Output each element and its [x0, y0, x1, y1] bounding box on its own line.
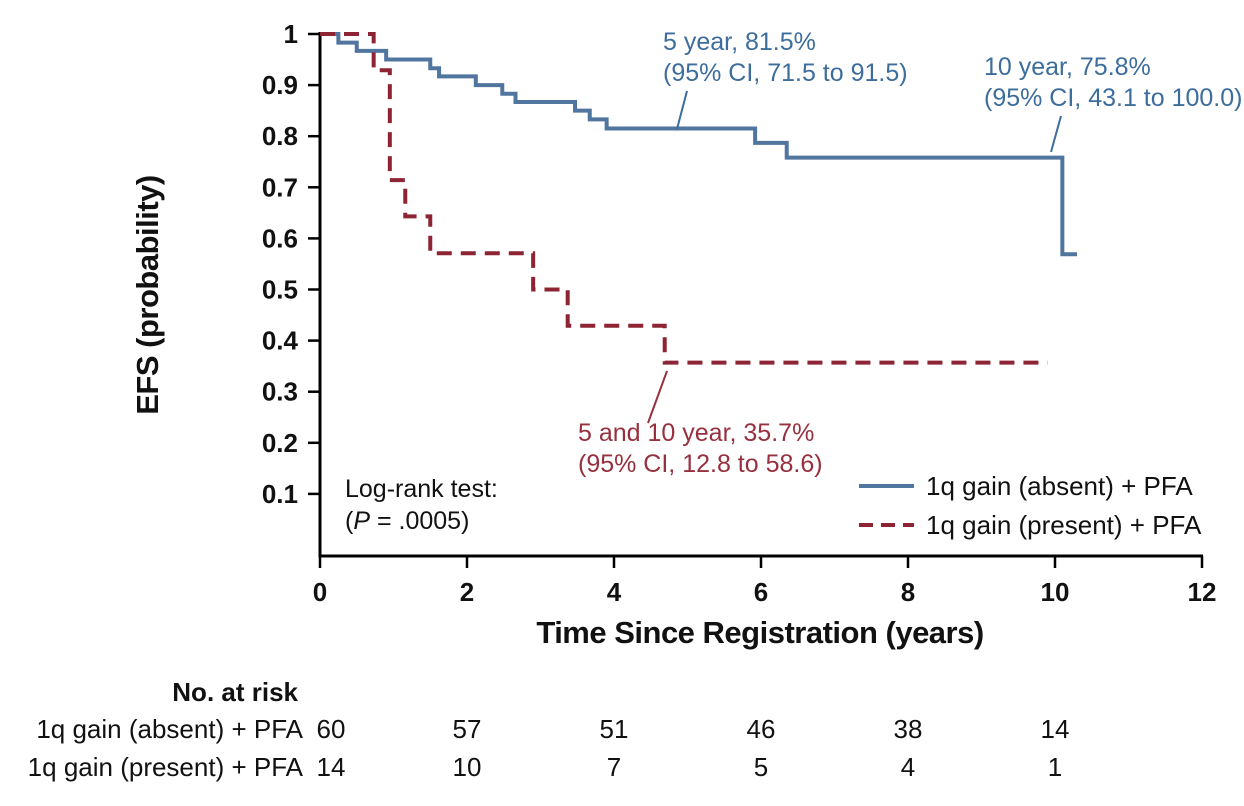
annotation-10-year-line1: 10 year, 75.8%: [984, 53, 1151, 81]
logrank-paren-open: (: [345, 507, 354, 535]
legend-label-absent: 1q gain (absent) + PFA: [926, 471, 1193, 501]
y-axis-ticks: 1 0.9 0.8 0.7 0.6 0.5 0.4 0.3 0.2 0.1: [262, 19, 320, 509]
leader-line-present-group: [647, 370, 668, 424]
logrank-p-value: (P = .0005): [345, 507, 469, 535]
annotation-10-year-line2: (95% CI, 43.1 to 100.0): [984, 84, 1242, 112]
km-curve-1q-gain-present: [320, 32, 1048, 365]
x-tick-label-6: 6: [754, 577, 768, 607]
risk-table: No. at risk 1q gain (absent) + PFA 1q ga…: [28, 677, 1070, 782]
y-tick-label-0.8: 0.8: [262, 121, 298, 151]
annotation-5-year-line2: (95% CI, 71.5 to 91.5): [663, 59, 908, 87]
y-tick-label-0.1: 0.1: [262, 479, 298, 509]
risk-count-row2-t8: 4: [901, 752, 915, 782]
y-tick-label-0.4: 0.4: [262, 326, 299, 356]
y-tick-label-0.7: 0.7: [262, 172, 298, 202]
risk-count-row1-t10: 14: [1041, 714, 1070, 744]
logrank-label: Log-rank test:: [345, 475, 498, 503]
y-axis-title: EFS (probability): [130, 175, 165, 415]
x-axis-ticks: 0 2 4 6 8 10 12: [313, 556, 1217, 607]
risk-table-counts: 60 57 51 46 38 14 14 10 7 5 4 1: [317, 714, 1070, 782]
annotation-present-line2: (95% CI, 12.8 to 58.6): [578, 450, 823, 478]
legend-label-present: 1q gain (present) + PFA: [926, 510, 1202, 540]
x-tick-label-12: 12: [1188, 577, 1217, 607]
logrank-p-rest: = .0005): [370, 507, 469, 535]
risk-count-row1-t4: 51: [600, 714, 629, 744]
risk-row-label-absent: 1q gain (absent) + PFA: [36, 714, 303, 744]
y-tick-label-0.3: 0.3: [262, 377, 298, 407]
annotation-5-year-line1: 5 year, 81.5%: [663, 28, 816, 56]
x-axis-title: Time Since Registration (years): [536, 615, 983, 650]
risk-table-header: No. at risk: [172, 677, 298, 707]
y-tick-label-0.2: 0.2: [262, 428, 298, 458]
risk-row-label-present: 1q gain (present) + PFA: [28, 752, 304, 782]
annotation-present-line1: 5 and 10 year, 35.7%: [578, 419, 814, 447]
x-tick-label-2: 2: [460, 577, 474, 607]
risk-count-row2-t6: 5: [754, 752, 768, 782]
risk-count-row2-t10: 1: [1048, 752, 1062, 782]
x-tick-label-10: 10: [1041, 577, 1070, 607]
leader-line-10-year: [1050, 115, 1062, 153]
y-tick-label-0.5: 0.5: [262, 275, 298, 305]
risk-count-row2-t2: 10: [453, 752, 482, 782]
legend: 1q gain (absent) + PFA 1q gain (present)…: [859, 471, 1202, 540]
y-tick-label-0.9: 0.9: [262, 70, 298, 100]
x-tick-label-8: 8: [901, 577, 915, 607]
risk-count-row1-t8: 38: [894, 714, 923, 744]
risk-count-row2-t4: 7: [607, 752, 621, 782]
risk-count-row1-t0: 60: [317, 714, 346, 744]
leader-line-5-year: [676, 90, 688, 130]
y-tick-label-0.6: 0.6: [262, 223, 298, 253]
risk-count-row2-t0: 14: [317, 752, 346, 782]
km-curve-1q-gain-absent: [320, 32, 1078, 257]
logrank-p-symbol: P: [353, 507, 370, 535]
x-tick-label-4: 4: [607, 577, 622, 607]
risk-count-row1-t6: 46: [747, 714, 776, 744]
y-tick-label-1: 1: [284, 19, 298, 49]
risk-count-row1-t2: 57: [453, 714, 482, 744]
x-tick-label-0: 0: [313, 577, 327, 607]
